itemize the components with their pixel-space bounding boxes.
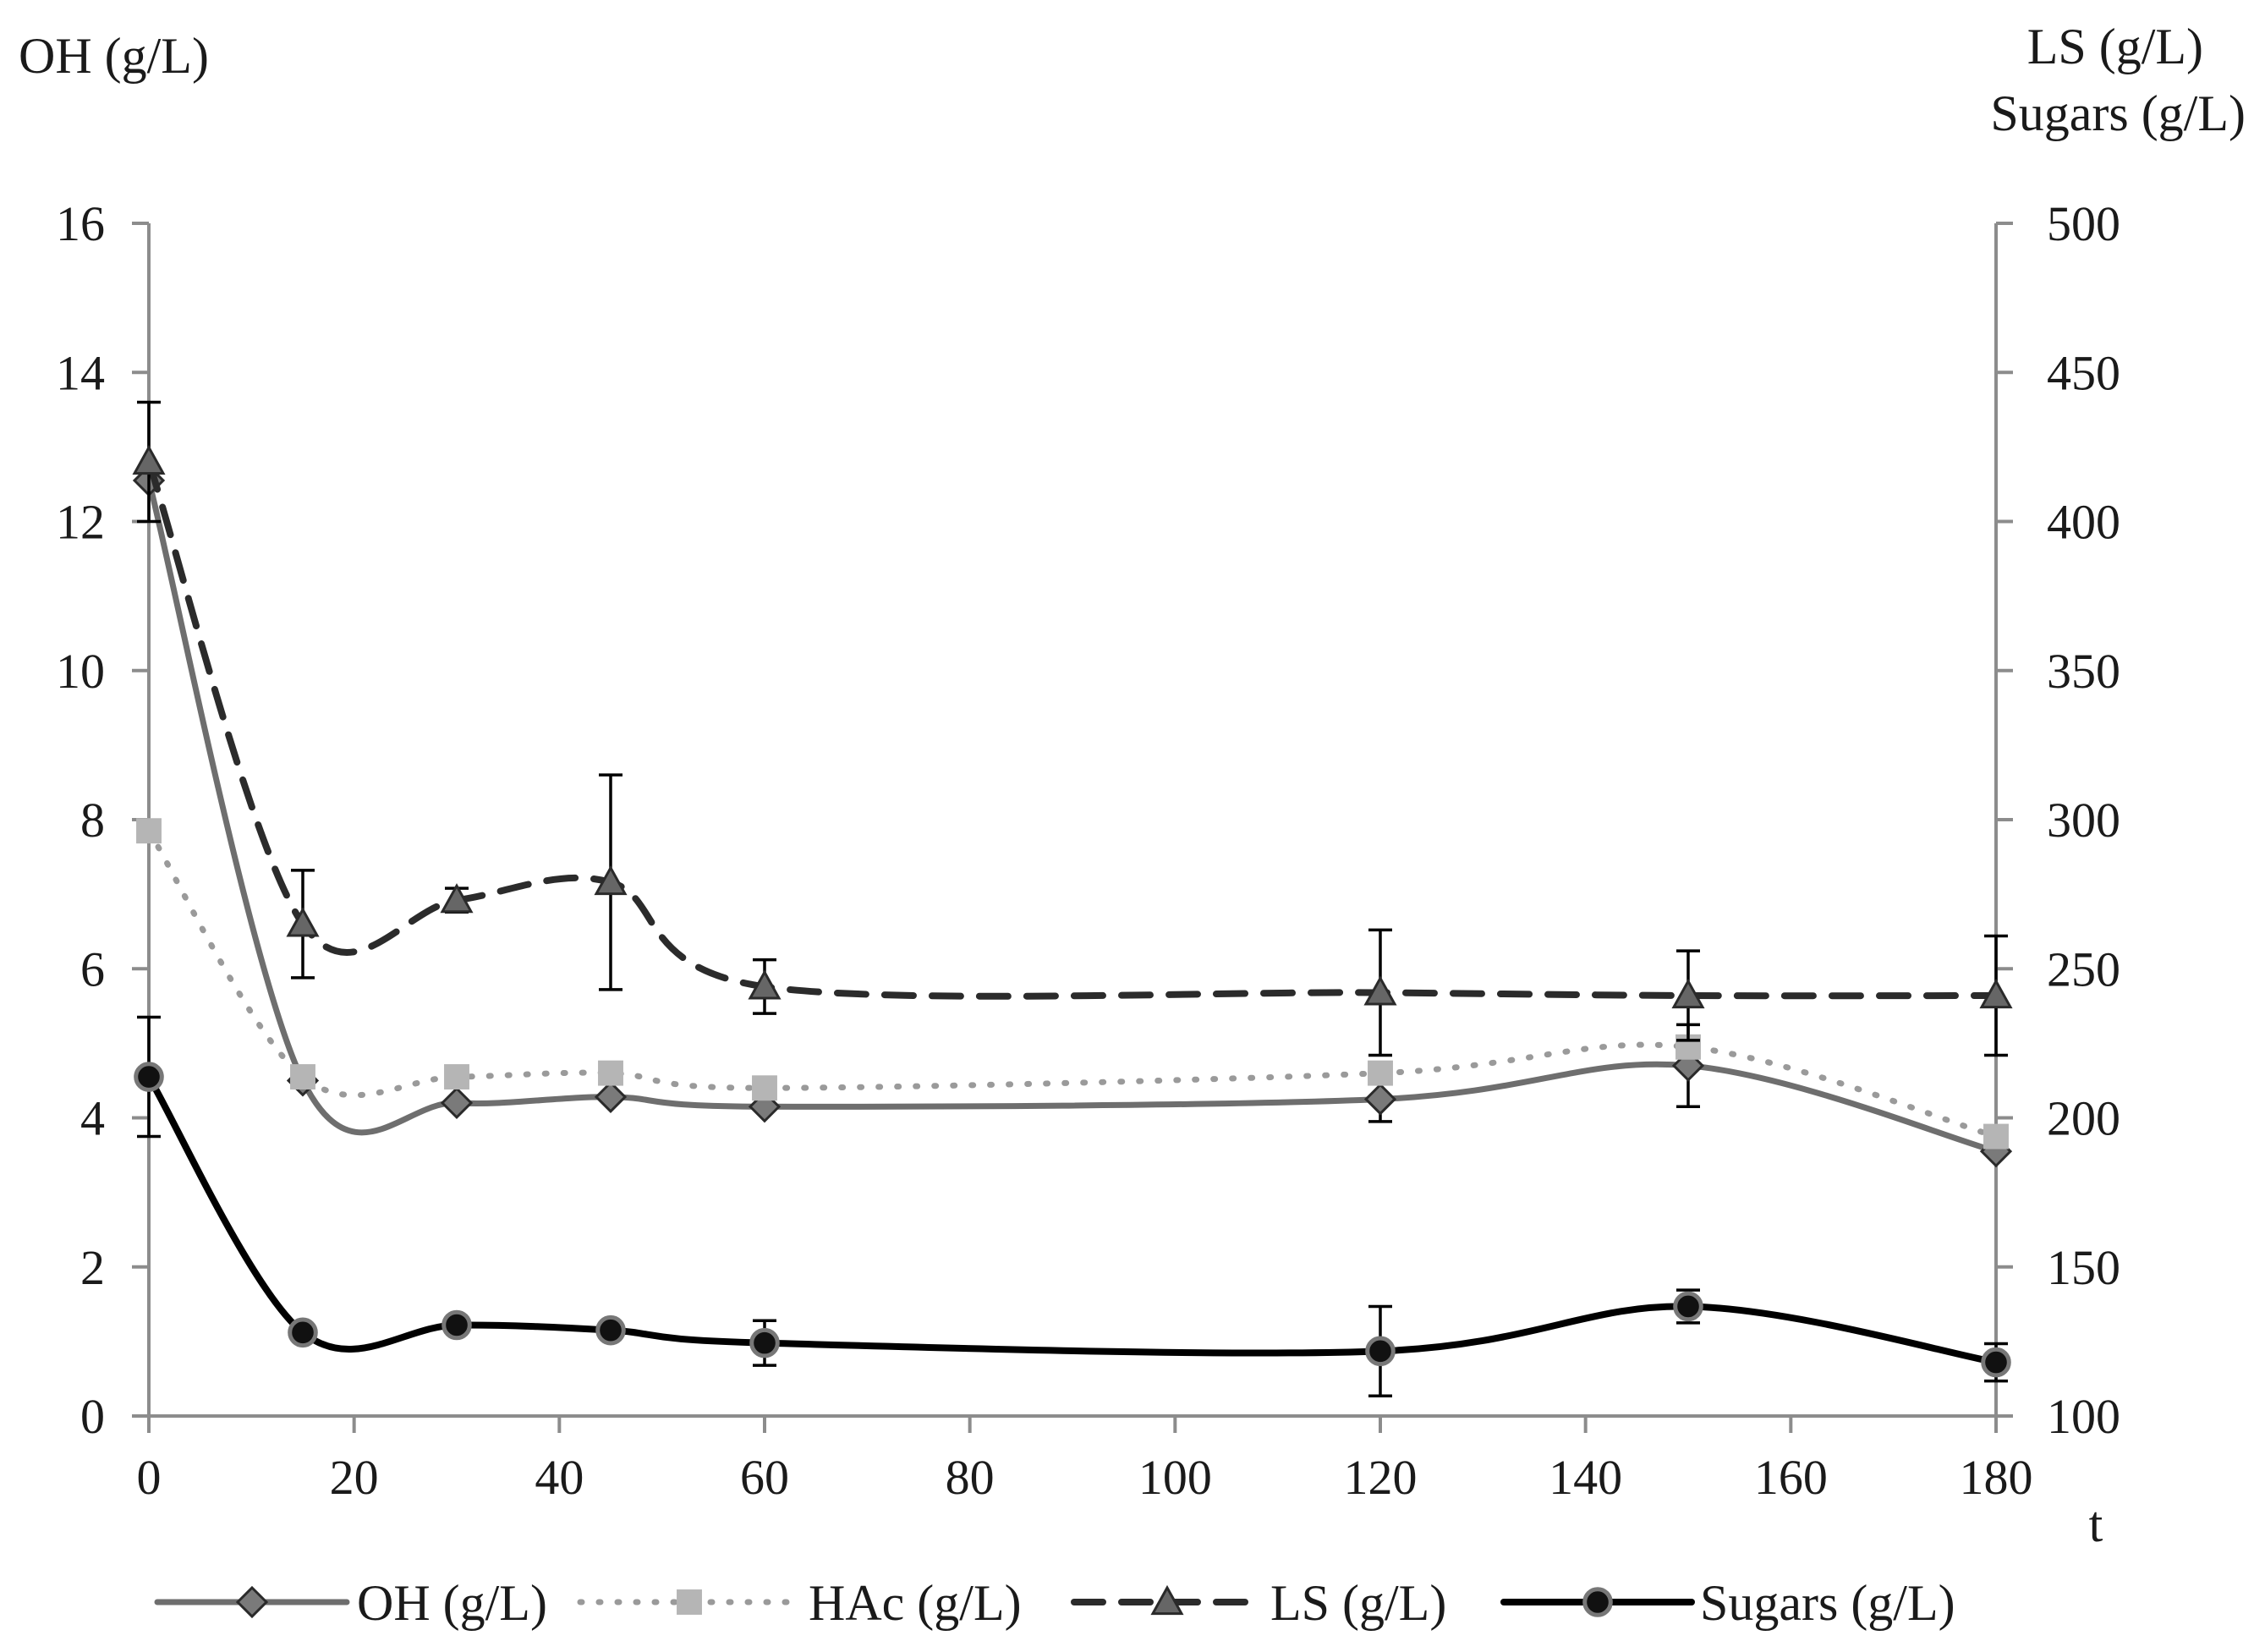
data-point xyxy=(286,907,320,937)
y-right-title-line-2: Sugars (g/L) xyxy=(1990,85,2246,141)
x-tick-label: 0 xyxy=(137,1450,162,1505)
y-left-tick-label: 16 xyxy=(56,196,105,251)
data-point xyxy=(134,1062,164,1092)
x-tick-label: 140 xyxy=(1549,1450,1622,1505)
data-point xyxy=(594,864,628,896)
data-point xyxy=(1671,978,1705,1009)
legend-label: OH (g/L) xyxy=(357,1575,547,1631)
y-right-tick-label: 450 xyxy=(2047,345,2120,400)
series-layer xyxy=(132,400,2013,1397)
series-line xyxy=(145,1073,1999,1366)
y-right-tick-label: 200 xyxy=(2047,1091,2120,1146)
legend-label: Sugars (g/L) xyxy=(1700,1575,1955,1631)
x-tick-label: 180 xyxy=(1960,1450,2033,1505)
y-left-tick-label: 10 xyxy=(56,644,105,699)
data-point xyxy=(1363,1083,1397,1116)
x-tick-label: 160 xyxy=(1754,1450,1828,1505)
data-point xyxy=(444,1064,469,1089)
data-point xyxy=(1368,1060,1393,1086)
legend-marker xyxy=(1150,1584,1184,1616)
legend-marker xyxy=(677,1589,702,1615)
data-point xyxy=(1365,1336,1396,1367)
x-tick-label: 100 xyxy=(1138,1450,1212,1505)
y-right-tick-label: 500 xyxy=(2047,196,2120,251)
data-point xyxy=(288,1317,318,1348)
data-point xyxy=(290,1064,315,1089)
y-left-tick-label: 8 xyxy=(80,793,105,848)
y-right-title-line-1: LS (g/L) xyxy=(2027,19,2203,74)
axes: 0246810121416100150200250300350400450500… xyxy=(56,196,2120,1505)
x-axis-label: t xyxy=(2089,1496,2103,1552)
x-tick-label: 40 xyxy=(535,1450,584,1505)
data-point xyxy=(598,1060,623,1086)
series-line xyxy=(145,458,1999,1000)
data-point xyxy=(595,1314,626,1346)
y-left-tick-label: 14 xyxy=(56,345,105,400)
legend-label: LS (g/L) xyxy=(1270,1575,1446,1631)
data-point xyxy=(748,969,782,1000)
data-point xyxy=(752,1075,777,1101)
x-tick-label: 20 xyxy=(330,1450,379,1505)
y-right-tick-label: 250 xyxy=(2047,941,2120,996)
legend: OH (g/L) HAc (g/L) LS (g/L) Sugars (g/L) xyxy=(154,1575,1955,1631)
series-2 xyxy=(132,400,2013,1057)
data-point xyxy=(1983,1123,2009,1150)
legend-item-3: Sugars (g/L) xyxy=(1500,1575,1955,1631)
x-tick-label: 120 xyxy=(1344,1450,1418,1505)
series-3 xyxy=(134,1015,2011,1397)
y-left-tick-label: 2 xyxy=(80,1240,105,1295)
x-tick-label: 60 xyxy=(740,1450,789,1505)
data-point xyxy=(132,444,166,475)
x-tick-label: 80 xyxy=(946,1450,995,1505)
data-point xyxy=(1981,1347,2011,1378)
data-point xyxy=(1363,975,1397,1006)
legend-marker xyxy=(235,1585,269,1619)
y-left-tick-label: 0 xyxy=(80,1389,105,1444)
y-left-tick-label: 4 xyxy=(80,1091,105,1146)
legend-item-1: HAc (g/L) xyxy=(577,1575,1022,1631)
data-point xyxy=(1979,978,2013,1009)
series-line xyxy=(145,477,1999,1155)
y-right-tick-label: 350 xyxy=(2047,644,2120,699)
y-left-tick-label: 12 xyxy=(56,495,105,550)
data-point xyxy=(440,883,474,914)
data-point xyxy=(136,818,162,844)
y-right-tick-label: 150 xyxy=(2047,1240,2120,1295)
legend-item-0: OH (g/L) xyxy=(154,1575,547,1631)
y-left-tick-label: 6 xyxy=(80,941,105,996)
data-point xyxy=(440,1086,474,1119)
series-line xyxy=(145,827,1999,1140)
data-point xyxy=(1673,1291,1703,1322)
data-point xyxy=(594,1080,628,1113)
data-point xyxy=(441,1309,472,1341)
legend-label: HAc (g/L) xyxy=(809,1575,1022,1631)
legend-item-2: LS (g/L) xyxy=(1071,1575,1446,1631)
series-0 xyxy=(132,464,2013,1168)
y-right-tick-label: 300 xyxy=(2047,793,2120,848)
y-right-tick-label: 400 xyxy=(2047,495,2120,550)
series-1 xyxy=(136,818,2009,1150)
y-right-tick-label: 100 xyxy=(2047,1389,2120,1444)
y-left-title: OH (g/L) xyxy=(19,28,209,84)
data-point xyxy=(749,1327,780,1358)
legend-marker xyxy=(1582,1587,1613,1617)
